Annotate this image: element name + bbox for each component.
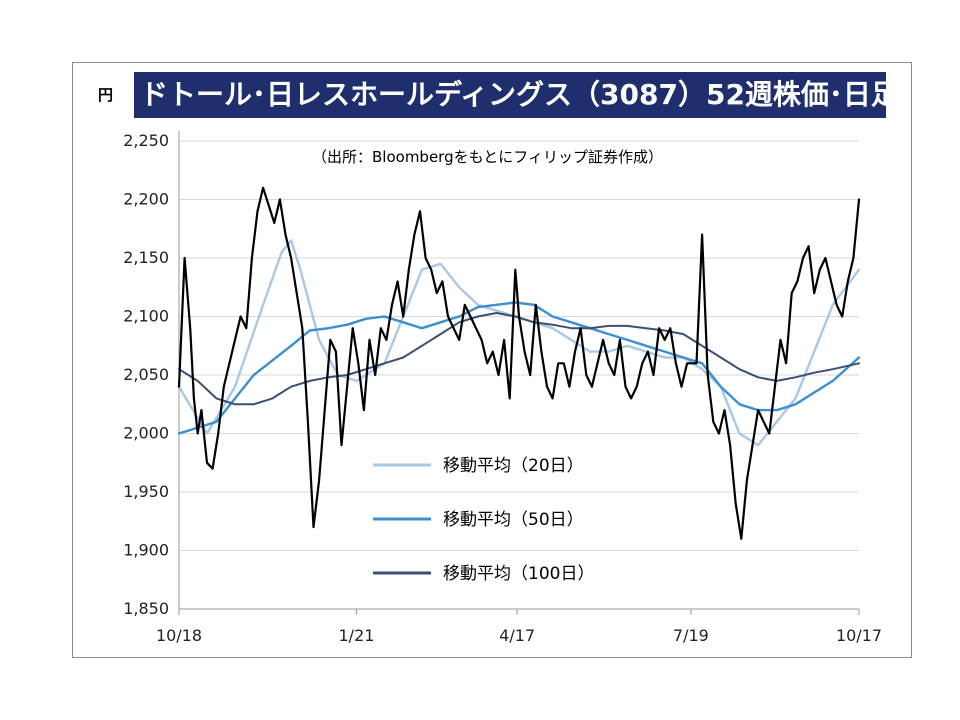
x-tick-label: 1/21	[339, 626, 375, 645]
ma-line	[178, 312, 860, 406]
legend: 移動平均（20日） 移動平均（50日） 移動平均（100日）	[373, 456, 594, 584]
legend-label: 移動平均（100日）	[443, 564, 594, 584]
ma-line	[177, 301, 861, 435]
x-tick-label: 10/17	[836, 626, 882, 645]
y-tick-label: 2,250	[123, 131, 169, 150]
y-tick-label: 1,900	[123, 541, 169, 560]
x-tick-label: 4/17	[499, 626, 535, 645]
legend-label: 移動平均（20日）	[443, 456, 584, 476]
legend-label: 移動平均（50日）	[443, 510, 584, 530]
source-note: （出所：Bloombergをもとにフィリップ証券作成）	[312, 148, 664, 166]
x-tick-label: 7/19	[673, 626, 709, 645]
unit-label: 円	[98, 86, 114, 104]
y-tick-label: 1,850	[123, 599, 169, 618]
price-line	[177, 186, 861, 540]
y-tick-label: 1,950	[123, 482, 169, 501]
y-tick-label: 2,050	[123, 365, 169, 384]
series-lines	[177, 186, 861, 540]
y-tick-label: 2,200	[123, 190, 169, 209]
chart-frame: 1,850 1,900 1,950 2,000 2,050 2,100 2,150 2,200…	[72, 62, 912, 658]
y-tick-label: 2,150	[123, 248, 169, 267]
price-chart: 1,850 1,900 1,950 2,000 2,050 2,100 2,150 2,200…	[123, 131, 882, 645]
y-tick-label: 2,100	[123, 307, 169, 326]
x-tick-label: 10/18	[156, 626, 202, 645]
y-tick-label: 2,000	[123, 424, 169, 443]
tick-labels: 1,850 1,900 1,950 2,000 2,050 2,100 2,150 2,200…	[123, 131, 882, 645]
chart-title: ドトール･日レスホールディングス（3087）52週株価･日足	[134, 72, 886, 118]
